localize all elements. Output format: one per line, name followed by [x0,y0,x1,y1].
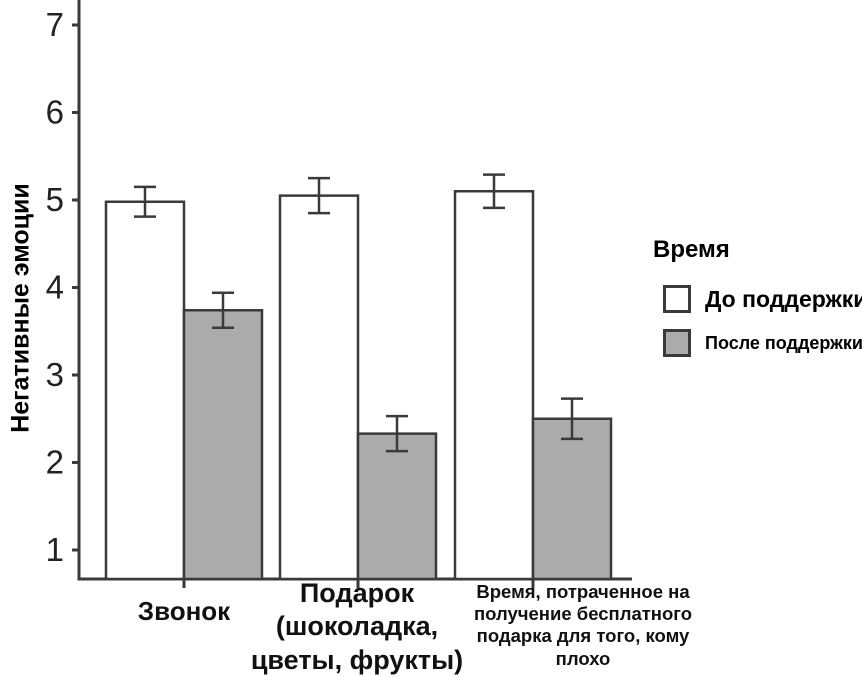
x-category-label-1: Звонок [137,596,231,626]
legend-swatch-before-icon [663,285,691,313]
y-tick-label: 4 [46,269,64,306]
bar-before [278,194,360,581]
y-axis-title: Негативные эмоции [6,183,35,433]
legend-label-after: После поддержки [705,332,862,353]
y-tick-label: 7 [46,6,64,43]
y-tick-label: 6 [46,94,64,131]
x-category-label-3: Время, потраченное на получение бесплатн… [473,581,693,669]
y-tick-label: 5 [46,181,64,218]
bar-before [453,190,535,581]
legend-item-after: После поддержки [653,329,862,357]
legend-swatch-after-icon [663,329,691,357]
y-tick-label: 3 [46,356,64,393]
x-category-label-2: Подарок (шоколадка, цветы, фрукты) [250,578,464,675]
legend: Время До поддержки После поддержки [653,236,862,373]
legend-label-before: До поддержки [705,285,862,312]
y-tick-label: 2 [46,444,64,481]
bar-after [356,432,438,581]
legend-title: Время [653,236,730,263]
legend-item-before: До поддержки [653,285,862,313]
bar-after [531,417,613,581]
y-tick-label: 1 [46,531,64,568]
bar-after [182,309,264,581]
bar-before [104,200,186,581]
